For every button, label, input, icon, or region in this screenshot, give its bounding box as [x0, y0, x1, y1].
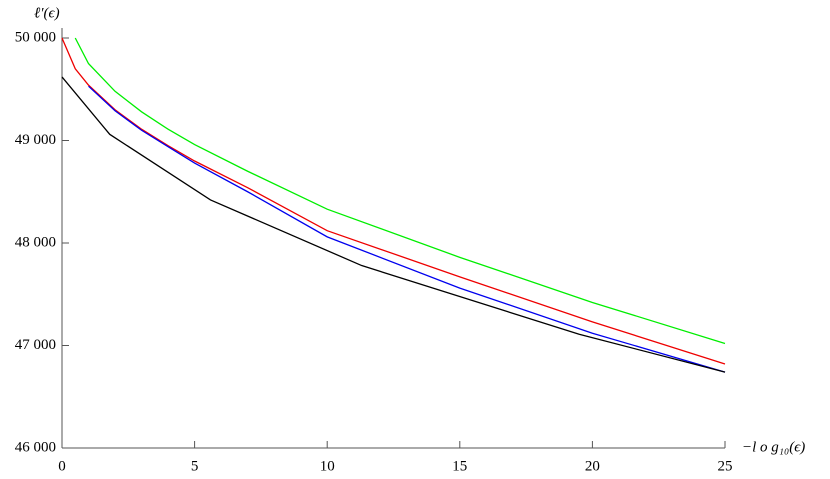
x-tick-label: 10: [320, 458, 335, 474]
x-tick-label: 20: [585, 458, 600, 474]
x-tick-label: 25: [718, 458, 733, 474]
y-tick-label: 48 000: [15, 234, 56, 250]
y-tick-label: 46 000: [15, 439, 56, 455]
x-tick-label: 0: [58, 458, 66, 474]
y-tick-label: 47 000: [15, 337, 56, 353]
y-tick-label: 50 000: [15, 29, 56, 45]
x-tick-label: 5: [191, 458, 199, 474]
series-line: [88, 85, 726, 373]
y-tick-label: 49 000: [15, 132, 56, 148]
y-axis-label: ℓ′(ϵ): [34, 5, 60, 21]
series-line: [61, 76, 726, 373]
series-line: [74, 37, 726, 345]
x-axis-label: −l o g₁₀(ϵ): [742, 439, 805, 455]
x-tick-label: 15: [452, 458, 467, 474]
series-line: [61, 37, 726, 365]
